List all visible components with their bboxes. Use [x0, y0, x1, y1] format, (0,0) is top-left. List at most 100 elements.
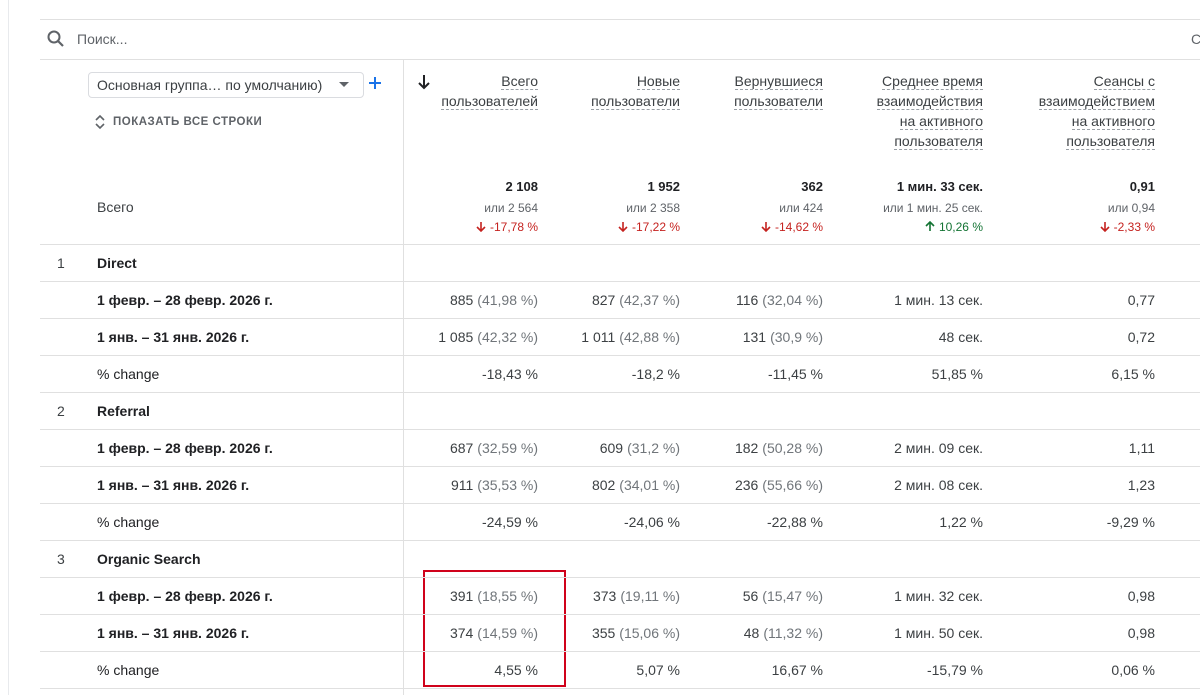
- cell-value: 355: [591, 625, 616, 641]
- divider: [40, 651, 1200, 652]
- show-all-rows[interactable]: ПОКАЗАТЬ ВСЕ СТРОКИ: [113, 116, 263, 128]
- cell-value: 48 сек.: [938, 329, 983, 345]
- cell: -11,45 %: [768, 366, 823, 382]
- column-header: Всего пользователей: [428, 71, 538, 111]
- cell: 51,85 %: [932, 366, 983, 382]
- cell: 6,15 %: [1111, 366, 1155, 382]
- column-title: Всего пользователей: [441, 73, 538, 110]
- cell: -18,2 %: [632, 366, 680, 382]
- total-value: 1 952: [647, 179, 680, 194]
- cell-value: 1 011: [581, 329, 616, 345]
- row-label: % change: [97, 366, 160, 382]
- change-arrow: [618, 222, 628, 233]
- dimension-select[interactable]: Основная группа… по умолчанию): [88, 72, 364, 98]
- cell-value: 2 мин. 09 сек.: [894, 440, 983, 456]
- cell: 131 (30,9 %): [743, 329, 823, 345]
- cell-share: (42,37 %): [619, 292, 680, 308]
- cell: 391 (18,55 %): [450, 588, 538, 604]
- divider: [40, 281, 1200, 282]
- row-label: 1 янв. – 31 янв. 2026 г.: [97, 329, 250, 345]
- change-arrow: [925, 220, 935, 231]
- cell-value: 1 085: [438, 329, 474, 345]
- cell-share: (42,32 %): [477, 329, 538, 345]
- total-change: -17,78 %: [476, 220, 538, 234]
- cell: -22,88 %: [767, 514, 823, 530]
- cell: 0,06 %: [1111, 662, 1155, 678]
- column-title: Вернувшиеся пользователи: [734, 73, 823, 110]
- cell-value: 391: [449, 588, 474, 604]
- change-arrow: [761, 222, 771, 233]
- cell: 56 (15,47 %): [743, 588, 823, 604]
- total-value: 0,91: [1129, 179, 1155, 194]
- cell-value: 5,07 %: [636, 662, 680, 678]
- cell: 2 мин. 08 сек.: [894, 477, 983, 493]
- cell: 1 мин. 50 сек.: [894, 625, 983, 641]
- cell: 1,11: [1129, 440, 1155, 456]
- column-title: Новые пользователи: [591, 73, 680, 110]
- cell: 182 (50,28 %): [735, 440, 823, 456]
- cell-value: 374: [449, 625, 474, 641]
- cell-value: -11,45 %: [768, 366, 823, 382]
- search-input[interactable]: Поиск...: [77, 31, 128, 47]
- cell-value: 6,15 %: [1111, 366, 1155, 382]
- cell-value: 1,11: [1128, 440, 1155, 456]
- cell: 1,23: [1128, 477, 1155, 493]
- cell: 802 (34,01 %): [592, 477, 680, 493]
- highlight-box: [423, 570, 566, 687]
- cell-share: (11,32 %): [763, 625, 823, 641]
- change-text: -17,22 %: [631, 220, 680, 234]
- cell: 0,98: [1128, 625, 1155, 641]
- column-title: Сеансы с взаимодействием на активного по…: [1038, 73, 1155, 150]
- cell-value: 1 мин. 13 сек.: [894, 292, 983, 308]
- change-text: -14,62 %: [774, 220, 823, 234]
- change-text: -17,78 %: [489, 220, 538, 234]
- total-change: -14,62 %: [761, 220, 823, 234]
- column-header: Новые пользователи: [580, 71, 680, 111]
- cell-share: (15,47 %): [762, 588, 823, 604]
- cell-share: (35,53 %): [477, 477, 538, 493]
- cell: 0,98: [1128, 588, 1155, 604]
- divider: [40, 688, 1200, 689]
- divider: [40, 503, 1200, 504]
- cell-share: (55,66 %): [762, 477, 823, 493]
- cell-share: (14,59 %): [477, 625, 538, 641]
- expand-icon: [95, 114, 105, 130]
- cell-value: -24,06 %: [623, 514, 680, 530]
- total-value: 1 мин. 33 сек.: [896, 179, 983, 194]
- cell: 116 (32,04 %): [736, 292, 823, 308]
- cell-value: 0,98: [1127, 588, 1155, 604]
- cell: 1 мин. 13 сек.: [894, 292, 983, 308]
- cell: -24,06 %: [624, 514, 680, 530]
- cell-value: 687: [449, 440, 474, 456]
- cell-value: 0,06 %: [1111, 662, 1155, 678]
- cell: 1,22 %: [939, 514, 983, 530]
- cell: 0,77: [1128, 292, 1155, 308]
- group-index: 1: [57, 255, 65, 271]
- cell-value: 56: [742, 588, 759, 604]
- divider: [40, 392, 1200, 393]
- cell-value: 373: [592, 588, 617, 604]
- cell: 1 085 (42,32 %): [438, 329, 538, 345]
- cell: 827 (42,37 %): [592, 292, 680, 308]
- divider: [40, 355, 1200, 356]
- change-text: -2,33 %: [1113, 220, 1155, 234]
- cell-value: -9,29 %: [1106, 514, 1155, 530]
- totals-label: Всего: [97, 199, 134, 215]
- add-button[interactable]: [368, 76, 382, 90]
- cell-share: (15,06 %): [619, 625, 680, 641]
- total-change: -17,22 %: [618, 220, 680, 234]
- cell: 373 (19,11 %): [593, 588, 680, 604]
- cell: 609 (31,2 %): [600, 440, 680, 456]
- cell: 885 (41,98 %): [450, 292, 538, 308]
- total-value: 2 108: [505, 179, 538, 194]
- column-header: Сеансы с взаимодействием на активного по…: [1020, 71, 1155, 151]
- sort-arrow: [418, 75, 430, 90]
- cell: 236 (55,66 %): [735, 477, 823, 493]
- cell-value: 1,22 %: [939, 514, 983, 530]
- cell-value: 1 мин. 32 сек.: [894, 588, 983, 604]
- cell: 16,67 %: [772, 662, 823, 678]
- total-compare: или 1 мин. 25 сек.: [883, 201, 983, 215]
- dropdown-arrow: [339, 82, 349, 87]
- cell-share: (41,98 %): [477, 292, 538, 308]
- cell-value: 131: [742, 329, 767, 345]
